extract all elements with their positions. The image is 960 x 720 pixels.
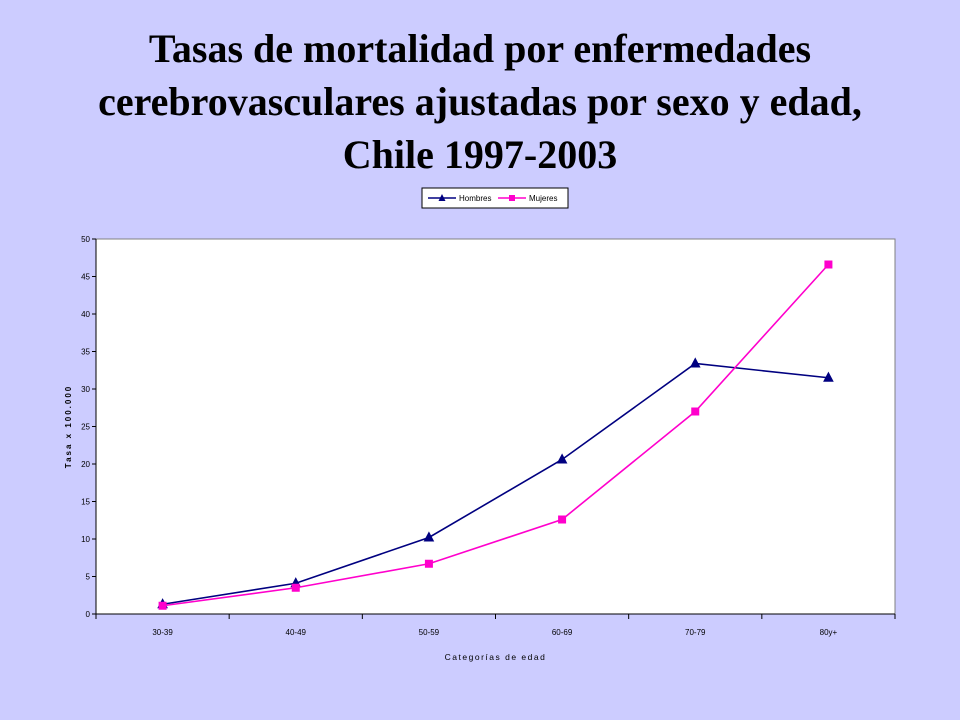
- x-tick-label: 30-39: [152, 628, 173, 637]
- y-tick-label: 50: [81, 235, 90, 244]
- data-point-mujeres: [424, 559, 433, 568]
- x-axis-title: Categorías de edad: [445, 652, 547, 662]
- y-tick-label: 5: [86, 573, 91, 582]
- legend-box: [421, 187, 569, 209]
- series-line-mujeres: [162, 263, 830, 607]
- data-point-mujeres: [291, 583, 300, 592]
- x-tick-label: 80y+: [820, 628, 838, 637]
- y-tick-label: 30: [81, 385, 90, 394]
- y-tick-label: 45: [81, 273, 90, 282]
- x-tick-label: 40-49: [286, 628, 307, 637]
- legend-item-mujeres: Mujeres: [498, 194, 557, 203]
- legend-marker-triangle: [438, 194, 446, 201]
- data-point-hombres: [423, 531, 435, 542]
- y-tick-label: 10: [81, 535, 90, 544]
- y-tick-label: 40: [81, 310, 90, 319]
- plot-area: [95, 238, 896, 615]
- title-line-1: Tasas de mortalidad por enfermedades: [148, 26, 812, 71]
- x-tick-label: 50-59: [419, 628, 440, 637]
- data-point-mujeres: [691, 407, 700, 416]
- data-point-hombres: [689, 357, 701, 368]
- data-point-hombres: [556, 453, 568, 464]
- y-tick-label: 20: [81, 460, 90, 469]
- data-point-mujeres: [824, 260, 833, 269]
- y-tick-label: 15: [81, 498, 90, 507]
- y-tick-label: 35: [81, 348, 90, 357]
- y-tick-label: 0: [86, 610, 91, 619]
- title-line-2: cerebrovasculares ajustadas por sexo y e…: [98, 79, 862, 124]
- legend-label: Hombres: [459, 194, 491, 203]
- x-tick-label: 60-69: [552, 628, 573, 637]
- data-point-mujeres: [158, 601, 167, 610]
- legend-marker-square: [509, 195, 515, 201]
- legend-label: Mujeres: [529, 194, 557, 203]
- legend: Hombres Mujeres: [421, 187, 569, 209]
- x-tick-label: 70-79: [685, 628, 706, 637]
- series-line-hombres: [162, 362, 829, 606]
- data-point-mujeres: [558, 515, 567, 524]
- title-line-3: Chile 1997-2003: [342, 132, 618, 177]
- y-tick-label: 25: [81, 423, 90, 432]
- slide-title: Tasas de mortalidad por enfermedades cer…: [40, 22, 920, 181]
- legend-item-hombres: Hombres: [428, 194, 491, 203]
- y-axis-title: Tasa x 100.000: [64, 385, 73, 468]
- data-point-hombres: [823, 371, 834, 382]
